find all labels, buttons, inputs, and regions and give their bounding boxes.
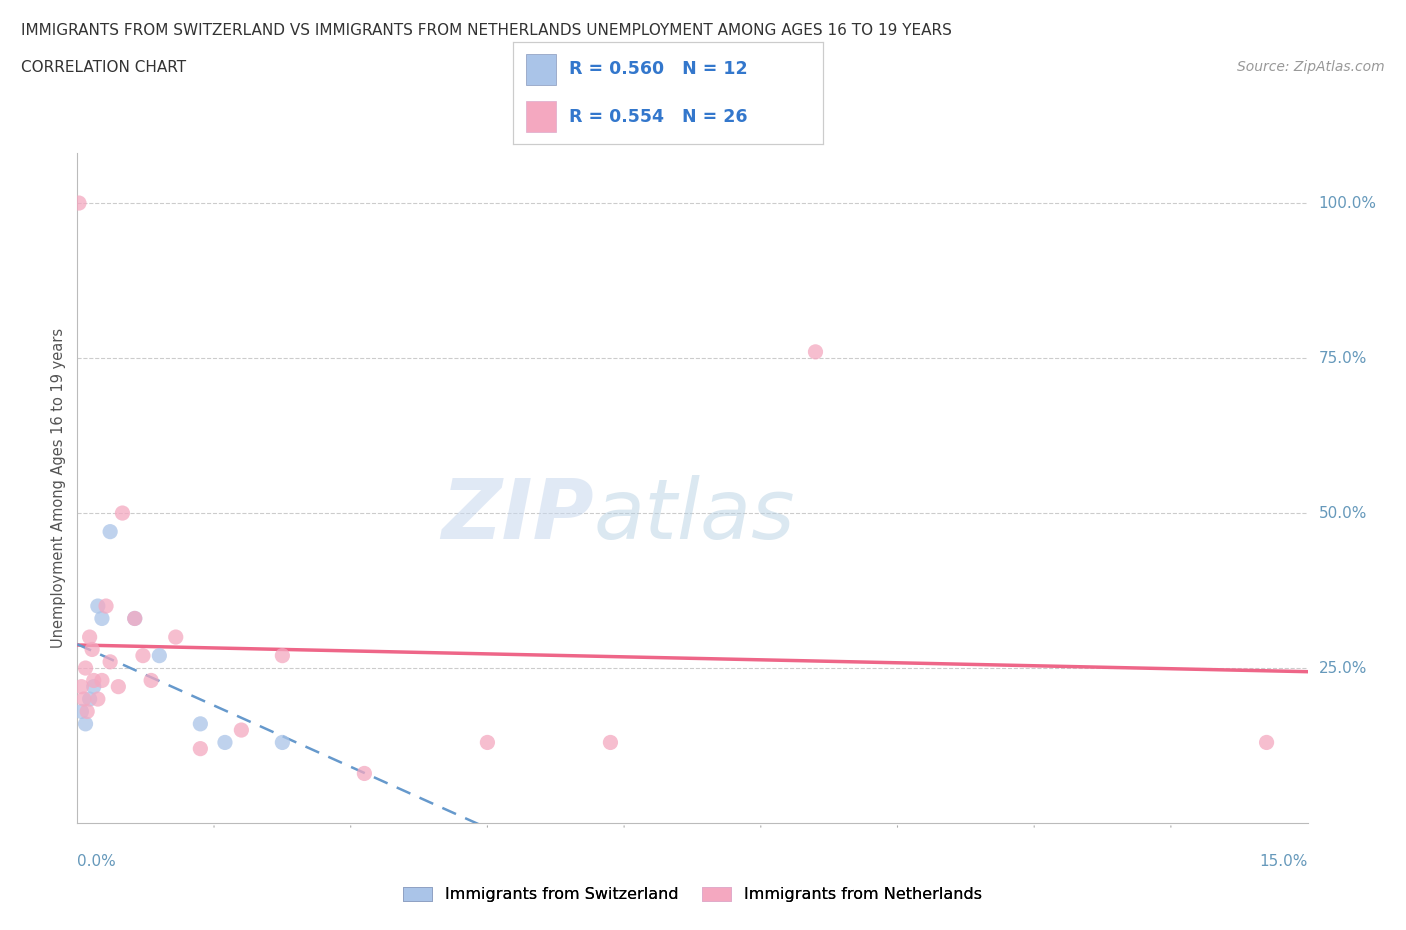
Text: 100.0%: 100.0% xyxy=(1319,195,1376,210)
Point xyxy=(98,525,121,539)
Point xyxy=(79,630,101,644)
Text: 75.0%: 75.0% xyxy=(1319,351,1367,365)
Text: 25.0%: 25.0% xyxy=(1319,660,1367,675)
Point xyxy=(148,648,170,663)
Point xyxy=(124,611,146,626)
Point xyxy=(70,679,93,694)
Text: R = 0.560   N = 12: R = 0.560 N = 12 xyxy=(569,60,748,78)
Point xyxy=(76,704,98,719)
Point xyxy=(94,599,117,614)
Point xyxy=(124,611,146,626)
Point xyxy=(87,599,110,614)
Text: R = 0.554   N = 26: R = 0.554 N = 26 xyxy=(569,108,748,126)
Text: ZIP: ZIP xyxy=(441,474,595,555)
Point xyxy=(271,648,294,663)
Point xyxy=(75,716,97,731)
Text: 0.0%: 0.0% xyxy=(77,854,117,869)
Point xyxy=(165,630,187,644)
Point xyxy=(83,679,105,694)
Point xyxy=(804,344,827,359)
Point xyxy=(111,506,134,521)
Point xyxy=(79,692,101,707)
Text: Source: ZipAtlas.com: Source: ZipAtlas.com xyxy=(1237,60,1385,74)
Point xyxy=(75,660,97,675)
Point xyxy=(67,195,90,210)
Point xyxy=(82,642,104,657)
Point xyxy=(188,716,212,731)
Point xyxy=(231,723,253,737)
Text: 50.0%: 50.0% xyxy=(1319,506,1367,521)
Point xyxy=(70,704,93,719)
Text: CORRELATION CHART: CORRELATION CHART xyxy=(21,60,186,75)
Text: atlas: atlas xyxy=(595,474,796,555)
Point xyxy=(98,655,121,670)
Point xyxy=(73,692,96,707)
Point xyxy=(214,735,236,750)
Point xyxy=(141,673,163,688)
FancyBboxPatch shape xyxy=(526,101,557,132)
FancyBboxPatch shape xyxy=(526,54,557,85)
Text: IMMIGRANTS FROM SWITZERLAND VS IMMIGRANTS FROM NETHERLANDS UNEMPLOYMENT AMONG AG: IMMIGRANTS FROM SWITZERLAND VS IMMIGRANT… xyxy=(21,23,952,38)
Text: 15.0%: 15.0% xyxy=(1260,854,1308,869)
Point xyxy=(87,692,110,707)
Point xyxy=(132,648,155,663)
Point xyxy=(188,741,212,756)
Point xyxy=(107,679,129,694)
Point xyxy=(90,611,114,626)
Point xyxy=(477,735,499,750)
Point xyxy=(1256,735,1278,750)
Point xyxy=(83,673,105,688)
Legend: Immigrants from Switzerland, Immigrants from Netherlands: Immigrants from Switzerland, Immigrants … xyxy=(396,881,988,909)
Point xyxy=(599,735,621,750)
Point xyxy=(90,673,114,688)
Y-axis label: Unemployment Among Ages 16 to 19 years: Unemployment Among Ages 16 to 19 years xyxy=(51,328,66,648)
Point xyxy=(353,766,375,781)
Point xyxy=(271,735,294,750)
